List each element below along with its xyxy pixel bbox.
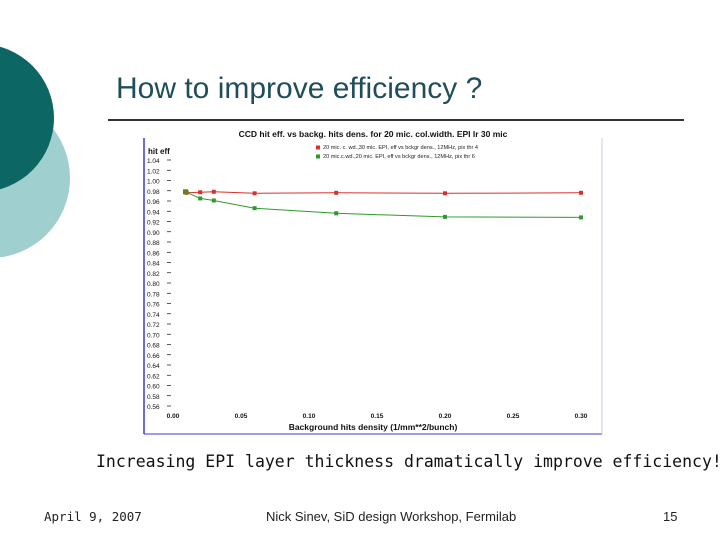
y-tick-label: 0.76 <box>147 302 160 309</box>
y-tick-label: 1.04 <box>147 158 160 165</box>
x-tick-label: 0.20 <box>439 413 452 420</box>
data-point <box>334 190 339 195</box>
x-tick-label: 0.25 <box>507 413 520 420</box>
slide-title: How to improve efficiency ? <box>116 72 483 105</box>
y-tick-label: 0.78 <box>147 291 160 298</box>
y-tick-label: 0.96 <box>147 199 160 206</box>
y-tick-label: 0.56 <box>147 404 160 411</box>
chart-title: CCD hit eff. vs backg. hits dens. for 20… <box>239 129 508 139</box>
data-point <box>443 214 447 219</box>
data-point <box>443 191 447 196</box>
series-line-1 <box>186 191 582 194</box>
y-tick-label: 0.66 <box>147 353 160 360</box>
y-tick-label: 0.98 <box>147 189 160 196</box>
x-tick-label: 0.10 <box>303 413 316 420</box>
y-tick-label: 0.80 <box>147 281 160 288</box>
y-tick-label: 1.02 <box>147 168 160 175</box>
legend-marker <box>316 154 320 159</box>
y-axis-label: hit eff <box>148 147 170 156</box>
start-point-overlap <box>183 189 188 195</box>
x-tick-label: 0.30 <box>575 413 588 420</box>
legend-entry: 20 mic. c. wd.,30 mic. EPI, eff vs bckgr… <box>323 145 478 151</box>
legend-marker <box>316 145 320 150</box>
data-point <box>211 198 216 203</box>
y-tick-label: 0.60 <box>147 384 160 391</box>
y-tick-label: 0.92 <box>147 220 160 227</box>
y-tick-label: 0.68 <box>147 343 160 350</box>
data-point <box>252 191 257 196</box>
title-divider <box>108 119 684 121</box>
data-point <box>211 189 216 194</box>
series-line-2 <box>186 191 582 218</box>
decorative-circles <box>0 46 70 258</box>
data-point <box>252 206 257 211</box>
legend-entry: 20 mic.c.wd.,20 mic. EPI, eff vs bckgr d… <box>323 154 475 160</box>
y-tick-label: 0.82 <box>147 271 160 278</box>
x-tick-label: 0.05 <box>235 413 248 420</box>
data-point <box>579 190 583 195</box>
y-tick-label: 0.62 <box>147 373 160 380</box>
y-tick-label: 0.84 <box>147 261 160 268</box>
x-tick-label: 0.15 <box>371 413 384 420</box>
footer-presenter-event: Nick Sinev, SiD design Workshop, Fermila… <box>266 509 517 524</box>
y-tick-label: 0.74 <box>147 312 160 319</box>
dark-teal-circle <box>0 46 54 190</box>
y-tick-label: 0.86 <box>147 250 160 257</box>
x-axis-label: Background hits density (1/mm**2/bunch) <box>289 422 458 432</box>
y-tick-label: 0.70 <box>147 332 160 339</box>
y-tick-label: 0.88 <box>147 240 160 247</box>
data-point <box>579 215 583 220</box>
data-point <box>198 196 203 201</box>
y-tick-label: 0.72 <box>147 322 160 329</box>
data-point <box>198 190 203 195</box>
y-tick-label: 0.64 <box>147 363 160 370</box>
y-tick-label: 0.94 <box>147 209 160 216</box>
footer-date: April 9, 2007 <box>44 509 142 524</box>
x-tick-label: 0.00 <box>167 413 180 420</box>
efficiency-chart: CCD hit eff. vs backg. hits dens. for 20… <box>143 129 603 435</box>
y-tick-label: 1.00 <box>147 179 160 186</box>
y-tick-label: 0.90 <box>147 230 160 237</box>
footer-page-number: 15 <box>663 509 678 524</box>
y-tick-label: 0.58 <box>147 394 160 401</box>
data-point <box>334 211 339 216</box>
slide-caption: Increasing EPI layer thickness dramatica… <box>96 452 720 471</box>
